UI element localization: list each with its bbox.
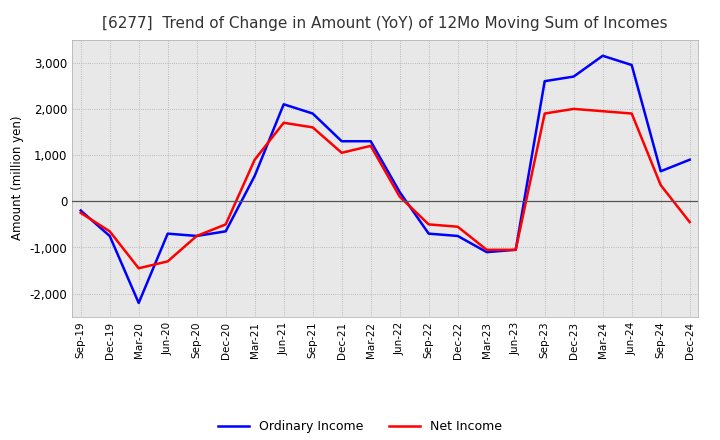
Net Income bbox=[511, 247, 520, 253]
Net Income bbox=[105, 229, 114, 234]
Y-axis label: Amount (million yen): Amount (million yen) bbox=[11, 116, 24, 240]
Net Income bbox=[76, 210, 85, 216]
Net Income bbox=[570, 106, 578, 111]
Ordinary Income bbox=[163, 231, 172, 236]
Ordinary Income bbox=[221, 229, 230, 234]
Ordinary Income bbox=[105, 233, 114, 238]
Title: [6277]  Trend of Change in Amount (YoY) of 12Mo Moving Sum of Incomes: [6277] Trend of Change in Amount (YoY) o… bbox=[102, 16, 668, 32]
Net Income bbox=[251, 157, 259, 162]
Ordinary Income bbox=[308, 111, 317, 116]
Net Income bbox=[657, 183, 665, 188]
Ordinary Income bbox=[76, 208, 85, 213]
Line: Ordinary Income: Ordinary Income bbox=[81, 56, 690, 303]
Ordinary Income bbox=[541, 78, 549, 84]
Ordinary Income bbox=[598, 53, 607, 59]
Net Income bbox=[627, 111, 636, 116]
Ordinary Income bbox=[251, 173, 259, 179]
Ordinary Income bbox=[482, 249, 491, 255]
Ordinary Income bbox=[192, 233, 201, 238]
Net Income bbox=[192, 233, 201, 238]
Net Income bbox=[541, 111, 549, 116]
Net Income bbox=[454, 224, 462, 229]
Net Income bbox=[482, 247, 491, 253]
Legend: Ordinary Income, Net Income: Ordinary Income, Net Income bbox=[213, 415, 507, 438]
Net Income bbox=[308, 125, 317, 130]
Ordinary Income bbox=[454, 233, 462, 238]
Net Income bbox=[395, 194, 404, 199]
Ordinary Income bbox=[366, 139, 375, 144]
Line: Net Income: Net Income bbox=[81, 109, 690, 268]
Ordinary Income bbox=[657, 169, 665, 174]
Ordinary Income bbox=[627, 62, 636, 68]
Ordinary Income bbox=[279, 102, 288, 107]
Net Income bbox=[424, 222, 433, 227]
Net Income bbox=[135, 266, 143, 271]
Ordinary Income bbox=[424, 231, 433, 236]
Net Income bbox=[685, 220, 694, 225]
Ordinary Income bbox=[135, 300, 143, 305]
Net Income bbox=[598, 109, 607, 114]
Net Income bbox=[163, 259, 172, 264]
Net Income bbox=[279, 120, 288, 125]
Net Income bbox=[221, 222, 230, 227]
Ordinary Income bbox=[338, 139, 346, 144]
Ordinary Income bbox=[685, 157, 694, 162]
Ordinary Income bbox=[511, 247, 520, 253]
Net Income bbox=[366, 143, 375, 148]
Ordinary Income bbox=[395, 189, 404, 194]
Ordinary Income bbox=[570, 74, 578, 79]
Net Income bbox=[338, 150, 346, 155]
